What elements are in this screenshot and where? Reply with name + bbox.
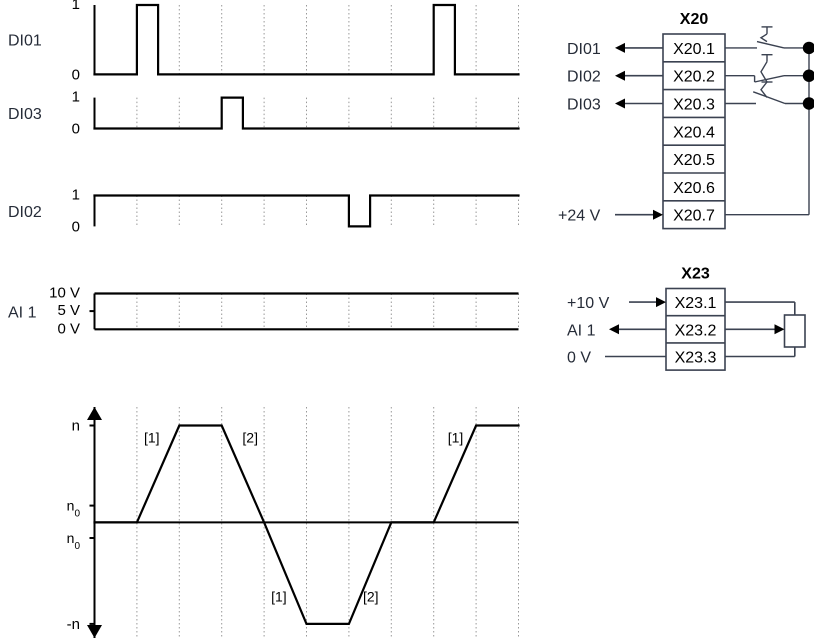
svg-text:+24 V: +24 V (558, 208, 601, 225)
svg-text:+10 V: +10 V (567, 295, 610, 312)
svg-text:X23.1: X23.1 (675, 295, 717, 312)
svg-text:0: 0 (72, 121, 80, 138)
svg-text:n0: n0 (67, 530, 81, 552)
svg-text:DI03: DI03 (567, 97, 601, 114)
svg-text:X20.5: X20.5 (673, 152, 715, 169)
svg-text:DI02: DI02 (567, 69, 601, 86)
svg-text:[1]: [1] (144, 429, 160, 445)
svg-text:X23.3: X23.3 (675, 350, 717, 367)
svg-text:X20.1: X20.1 (673, 41, 715, 58)
svg-text:DI01: DI01 (567, 41, 601, 58)
svg-text:[2]: [2] (242, 429, 258, 445)
svg-text:X23.2: X23.2 (675, 322, 717, 339)
svg-text:X23: X23 (681, 266, 710, 283)
svg-text:X20.2: X20.2 (673, 69, 715, 86)
svg-text:-n: -n (67, 616, 80, 633)
svg-text:[1]: [1] (448, 429, 464, 445)
svg-text:AI 1: AI 1 (8, 304, 37, 321)
svg-text:AI 1: AI 1 (567, 322, 596, 339)
svg-text:n: n (72, 418, 80, 435)
svg-text:5 V: 5 V (57, 302, 80, 319)
svg-text:10 V: 10 V (49, 285, 80, 302)
svg-text:0: 0 (72, 66, 80, 83)
svg-text:X20: X20 (680, 11, 709, 28)
svg-text:0 V: 0 V (57, 320, 80, 337)
svg-text:[2]: [2] (363, 588, 379, 604)
svg-text:1: 1 (72, 89, 80, 106)
svg-text:X20.6: X20.6 (673, 180, 715, 197)
svg-text:1: 1 (72, 187, 80, 204)
svg-text:DI01: DI01 (8, 33, 42, 50)
svg-text:0 V: 0 V (567, 350, 591, 367)
svg-text:DI02: DI02 (8, 204, 42, 221)
svg-text:X20.4: X20.4 (673, 124, 715, 141)
svg-text:X20.7: X20.7 (673, 208, 715, 225)
svg-text:X20.3: X20.3 (673, 97, 715, 114)
svg-text:DI03: DI03 (8, 106, 42, 123)
svg-text:0: 0 (72, 218, 80, 235)
svg-text:1: 1 (72, 0, 80, 13)
svg-text:n0: n0 (67, 498, 81, 519)
svg-text:[1]: [1] (271, 588, 287, 604)
